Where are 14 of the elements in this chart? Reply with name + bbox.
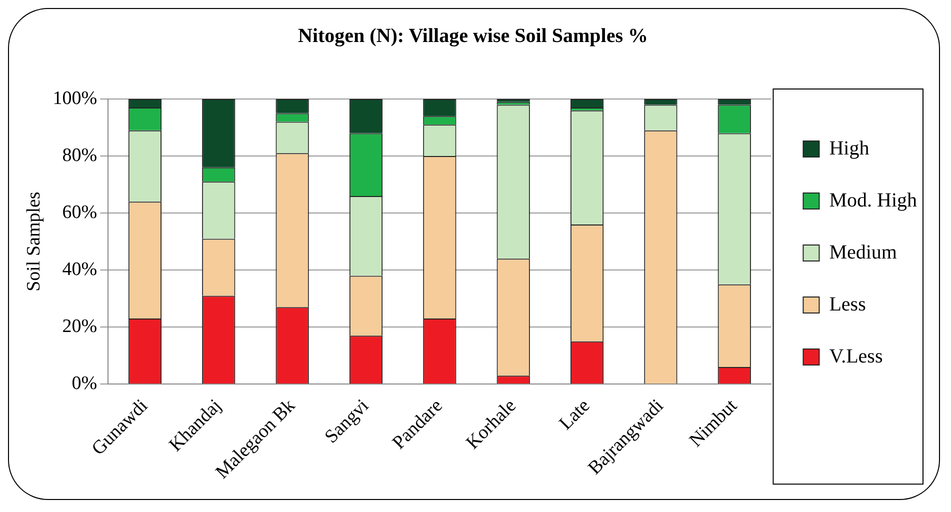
- y-tick-label: 100%: [52, 88, 98, 109]
- chart-title: Nitogen (N): Village wise Soil Samples %: [298, 25, 648, 48]
- legend-label: High: [829, 137, 870, 160]
- legend-label: Medium: [829, 241, 898, 264]
- y-tick-label: 0%: [72, 373, 98, 394]
- legend-label: Mod. High: [829, 189, 918, 212]
- y-axis-title: Soil Samples: [23, 192, 44, 292]
- y-tick-label: 80%: [62, 145, 98, 166]
- y-tick-label: 40%: [62, 259, 98, 280]
- y-tick-label: 20%: [62, 316, 98, 338]
- y-tick-label: 60%: [62, 202, 98, 224]
- legend-label: Less: [829, 293, 866, 316]
- x-tick-label: Late: [555, 395, 594, 434]
- legend-label: V.Less: [829, 345, 883, 368]
